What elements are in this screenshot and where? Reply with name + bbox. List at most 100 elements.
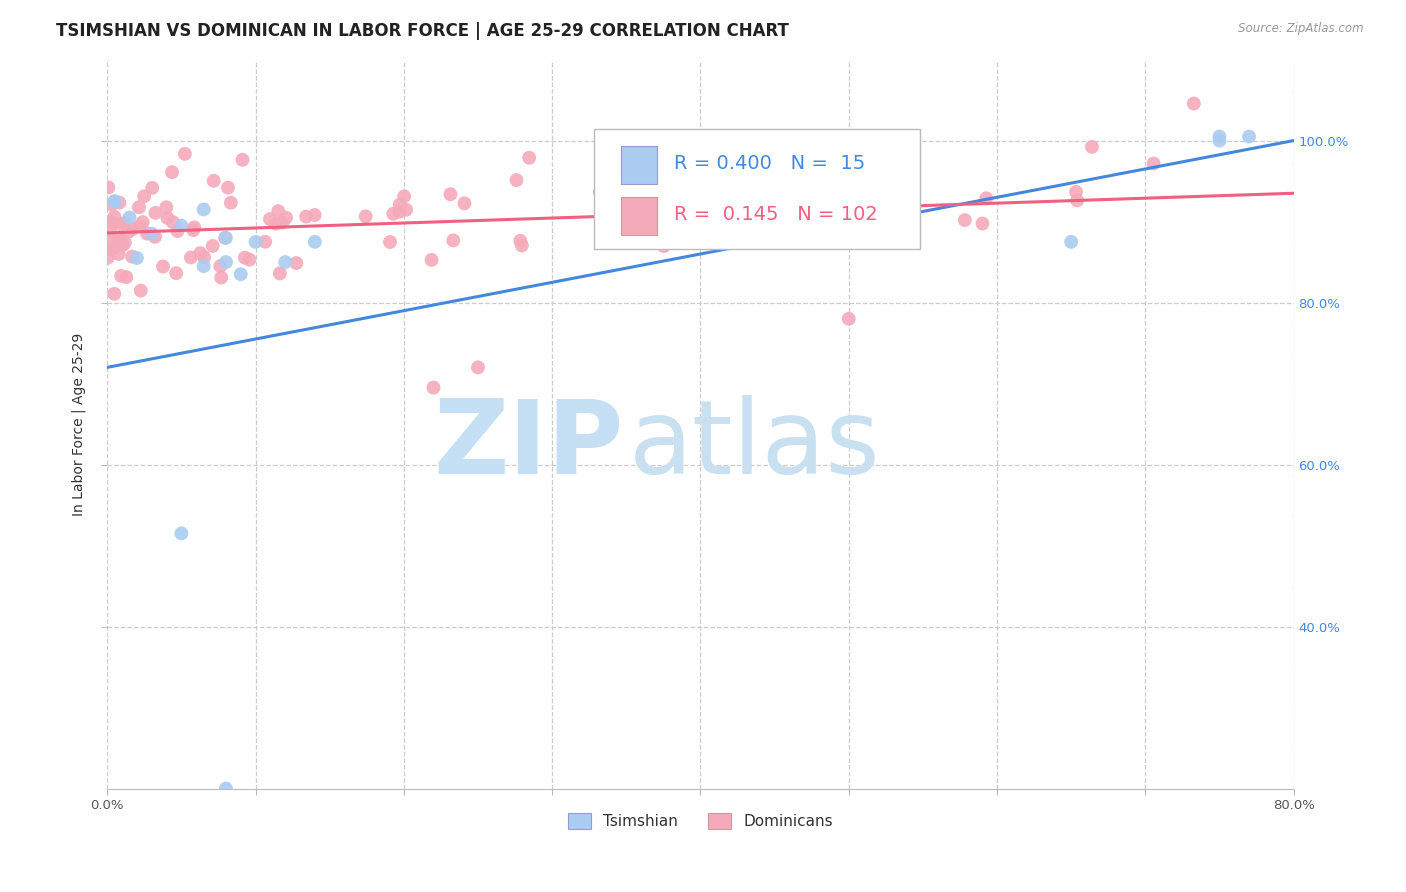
- Point: [217, 180, 239, 194]
- Text: ZIP: ZIP: [433, 395, 623, 497]
- Point: [245, 235, 267, 249]
- Point: [659, 177, 682, 191]
- Point: [264, 217, 287, 231]
- Point: [439, 187, 461, 202]
- Point: [97, 180, 120, 194]
- Point: [231, 153, 253, 167]
- Point: [652, 239, 675, 253]
- Point: [128, 219, 150, 234]
- Point: [97, 251, 120, 265]
- Point: [145, 206, 167, 220]
- Point: [269, 266, 291, 280]
- Point: [156, 211, 179, 225]
- Point: [953, 213, 976, 227]
- Point: [1064, 185, 1087, 199]
- Point: [274, 211, 297, 225]
- Point: [592, 193, 614, 207]
- Point: [285, 256, 308, 270]
- Point: [215, 255, 238, 269]
- Point: [214, 231, 236, 245]
- Point: [209, 270, 232, 285]
- Point: [134, 189, 156, 203]
- Point: [96, 242, 118, 256]
- Point: [388, 197, 411, 211]
- Point: [215, 781, 238, 796]
- Point: [183, 220, 205, 235]
- Point: [441, 233, 464, 247]
- Point: [108, 195, 131, 210]
- Point: [838, 235, 860, 249]
- Point: [114, 235, 136, 250]
- Point: [170, 219, 193, 233]
- Point: [193, 259, 215, 273]
- Point: [589, 185, 612, 199]
- Point: [1066, 194, 1088, 208]
- Point: [422, 381, 444, 395]
- Point: [274, 255, 297, 269]
- Point: [382, 207, 405, 221]
- Point: [1208, 129, 1230, 144]
- Point: [103, 286, 125, 301]
- Point: [378, 235, 401, 249]
- Point: [152, 260, 174, 274]
- Point: [100, 215, 122, 229]
- Bar: [621, 145, 657, 184]
- Point: [122, 222, 145, 236]
- Point: [100, 197, 122, 211]
- Point: [467, 360, 489, 375]
- Point: [166, 224, 188, 238]
- Point: [201, 239, 224, 253]
- Point: [304, 208, 326, 222]
- Point: [271, 215, 294, 229]
- Point: [160, 165, 183, 179]
- Point: [304, 235, 326, 249]
- Point: [97, 242, 120, 256]
- Point: [103, 210, 125, 224]
- Point: [107, 247, 129, 261]
- Point: [101, 216, 124, 230]
- Point: [865, 135, 887, 149]
- Text: Source: ZipAtlas.com: Source: ZipAtlas.com: [1239, 22, 1364, 36]
- Point: [267, 204, 290, 219]
- Point: [517, 151, 540, 165]
- Point: [295, 210, 318, 224]
- Point: [181, 223, 204, 237]
- Point: [136, 227, 159, 241]
- Point: [1081, 140, 1104, 154]
- Point: [453, 196, 475, 211]
- Text: atlas: atlas: [630, 395, 882, 497]
- Point: [101, 232, 124, 246]
- Point: [219, 195, 242, 210]
- Point: [1142, 156, 1164, 170]
- Point: [107, 235, 129, 250]
- Point: [395, 202, 418, 217]
- Point: [259, 212, 281, 227]
- Point: [112, 216, 135, 230]
- Point: [111, 238, 134, 252]
- Point: [129, 284, 152, 298]
- Point: [104, 194, 127, 209]
- Point: [974, 191, 997, 205]
- Point: [128, 200, 150, 214]
- Point: [188, 246, 211, 260]
- Point: [229, 267, 252, 281]
- Point: [510, 238, 533, 252]
- Point: [215, 231, 238, 245]
- Text: R = 0.400   N =  15: R = 0.400 N = 15: [675, 153, 866, 173]
- Point: [155, 200, 177, 214]
- Point: [388, 204, 411, 219]
- Point: [132, 215, 155, 229]
- Legend: Tsimshian, Dominicans: Tsimshian, Dominicans: [561, 807, 839, 836]
- Text: R =  0.145   N = 102: R = 0.145 N = 102: [675, 204, 879, 224]
- Point: [617, 174, 640, 188]
- Point: [420, 252, 443, 267]
- Point: [254, 235, 277, 249]
- Point: [165, 266, 187, 280]
- Point: [838, 311, 860, 326]
- Point: [202, 174, 225, 188]
- Point: [1182, 96, 1205, 111]
- Point: [107, 233, 129, 247]
- Point: [193, 202, 215, 217]
- Point: [505, 173, 527, 187]
- Y-axis label: In Labor Force | Age 25-29: In Labor Force | Age 25-29: [72, 333, 86, 516]
